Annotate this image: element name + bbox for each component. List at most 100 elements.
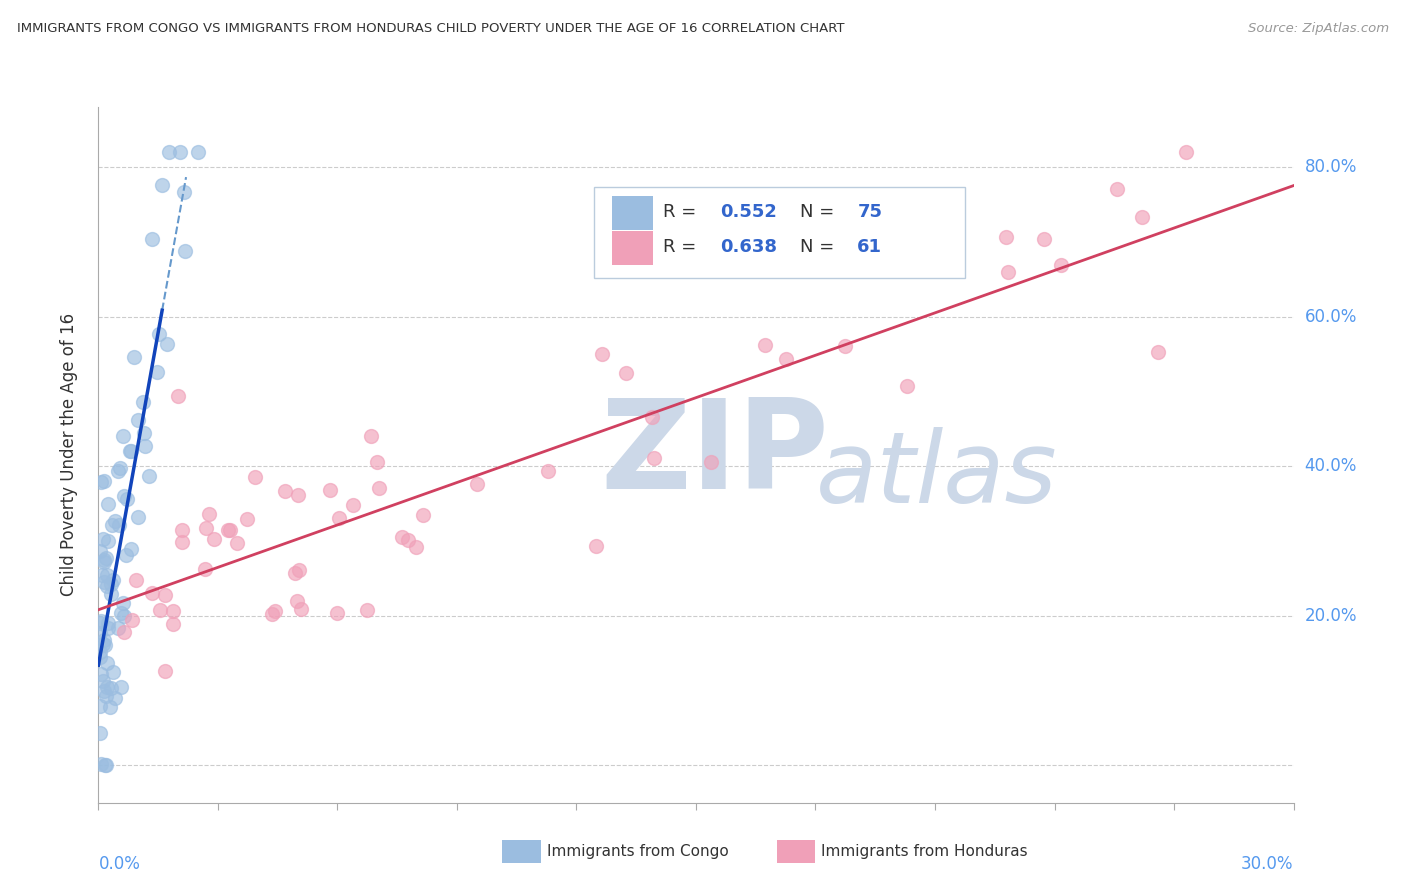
Point xyxy=(217,523,239,537)
Point xyxy=(112,429,135,443)
Point xyxy=(93,553,115,567)
Point xyxy=(537,464,560,478)
Point xyxy=(391,530,413,544)
Text: atlas: atlas xyxy=(815,427,1057,524)
Point xyxy=(285,594,308,608)
Point xyxy=(115,548,138,562)
FancyBboxPatch shape xyxy=(778,839,815,863)
Text: Source: ZipAtlas.com: Source: ZipAtlas.com xyxy=(1249,22,1389,36)
Point xyxy=(132,426,155,441)
Point xyxy=(97,616,120,631)
Point xyxy=(138,468,160,483)
Y-axis label: Child Poverty Under the Age of 16: Child Poverty Under the Age of 16 xyxy=(59,313,77,597)
Text: 80.0%: 80.0% xyxy=(1305,158,1357,176)
Point xyxy=(194,521,217,535)
Point xyxy=(121,614,143,628)
Point xyxy=(93,474,115,488)
Point xyxy=(104,514,127,528)
Point xyxy=(93,683,115,698)
Point xyxy=(264,605,287,619)
Point xyxy=(90,567,112,582)
Point xyxy=(243,469,266,483)
Point xyxy=(641,410,664,425)
FancyBboxPatch shape xyxy=(595,187,965,277)
Point xyxy=(107,464,129,478)
Point xyxy=(100,577,122,591)
Point xyxy=(367,481,389,495)
Point xyxy=(700,455,723,469)
Point xyxy=(219,523,242,537)
Point xyxy=(100,587,122,601)
Point xyxy=(89,650,111,665)
Point xyxy=(366,455,388,469)
Point xyxy=(834,339,856,353)
Text: 0.0%: 0.0% xyxy=(98,855,141,873)
Point xyxy=(124,351,146,365)
Point xyxy=(585,539,607,553)
Point xyxy=(114,625,136,640)
Point xyxy=(326,606,349,620)
Point xyxy=(98,700,121,714)
Point xyxy=(994,230,1017,244)
Point xyxy=(319,483,342,497)
Point xyxy=(1033,232,1056,246)
Point xyxy=(643,450,665,465)
Point xyxy=(96,680,118,694)
Text: Immigrants from Congo: Immigrants from Congo xyxy=(547,844,728,859)
Point xyxy=(101,518,124,533)
Point xyxy=(146,366,169,380)
Point xyxy=(187,145,209,159)
Point xyxy=(120,443,142,458)
Point xyxy=(170,524,193,538)
Point xyxy=(170,535,193,549)
Point xyxy=(173,244,195,258)
Point xyxy=(120,541,142,556)
Point xyxy=(94,758,117,772)
FancyBboxPatch shape xyxy=(612,231,652,265)
Point xyxy=(94,551,117,566)
Point xyxy=(896,379,918,393)
Point xyxy=(1049,258,1071,272)
Point xyxy=(287,488,309,502)
Point xyxy=(173,186,195,200)
Point xyxy=(112,608,135,623)
Point xyxy=(100,681,122,695)
Point xyxy=(141,231,163,245)
Point xyxy=(110,680,132,694)
Point xyxy=(754,338,776,352)
Point xyxy=(465,477,488,491)
Point xyxy=(153,588,176,602)
Point xyxy=(162,604,184,618)
Text: N =: N = xyxy=(800,203,839,221)
Point xyxy=(97,534,120,549)
Point xyxy=(167,389,190,403)
Point xyxy=(125,574,148,588)
Point xyxy=(89,698,111,713)
Point xyxy=(226,536,249,550)
Point xyxy=(274,484,297,499)
Point xyxy=(287,563,309,577)
Point xyxy=(1175,145,1198,159)
Point xyxy=(91,674,114,689)
Point xyxy=(96,656,118,670)
Text: ZIP: ZIP xyxy=(600,394,830,516)
Point xyxy=(93,637,115,651)
Point xyxy=(91,533,114,547)
Point xyxy=(162,617,184,632)
Point xyxy=(328,511,350,525)
Point xyxy=(150,178,173,193)
Point xyxy=(90,667,112,681)
Point xyxy=(396,533,419,547)
Text: 75: 75 xyxy=(858,203,883,221)
Point xyxy=(90,475,112,490)
Point xyxy=(93,574,115,589)
Text: 0.638: 0.638 xyxy=(720,238,778,256)
Text: Immigrants from Honduras: Immigrants from Honduras xyxy=(821,844,1028,859)
Point xyxy=(290,602,312,616)
Point xyxy=(169,145,191,159)
Point xyxy=(202,532,225,546)
Point xyxy=(97,622,120,636)
Point xyxy=(89,544,111,558)
Text: 60.0%: 60.0% xyxy=(1305,308,1357,326)
Point xyxy=(90,614,112,628)
